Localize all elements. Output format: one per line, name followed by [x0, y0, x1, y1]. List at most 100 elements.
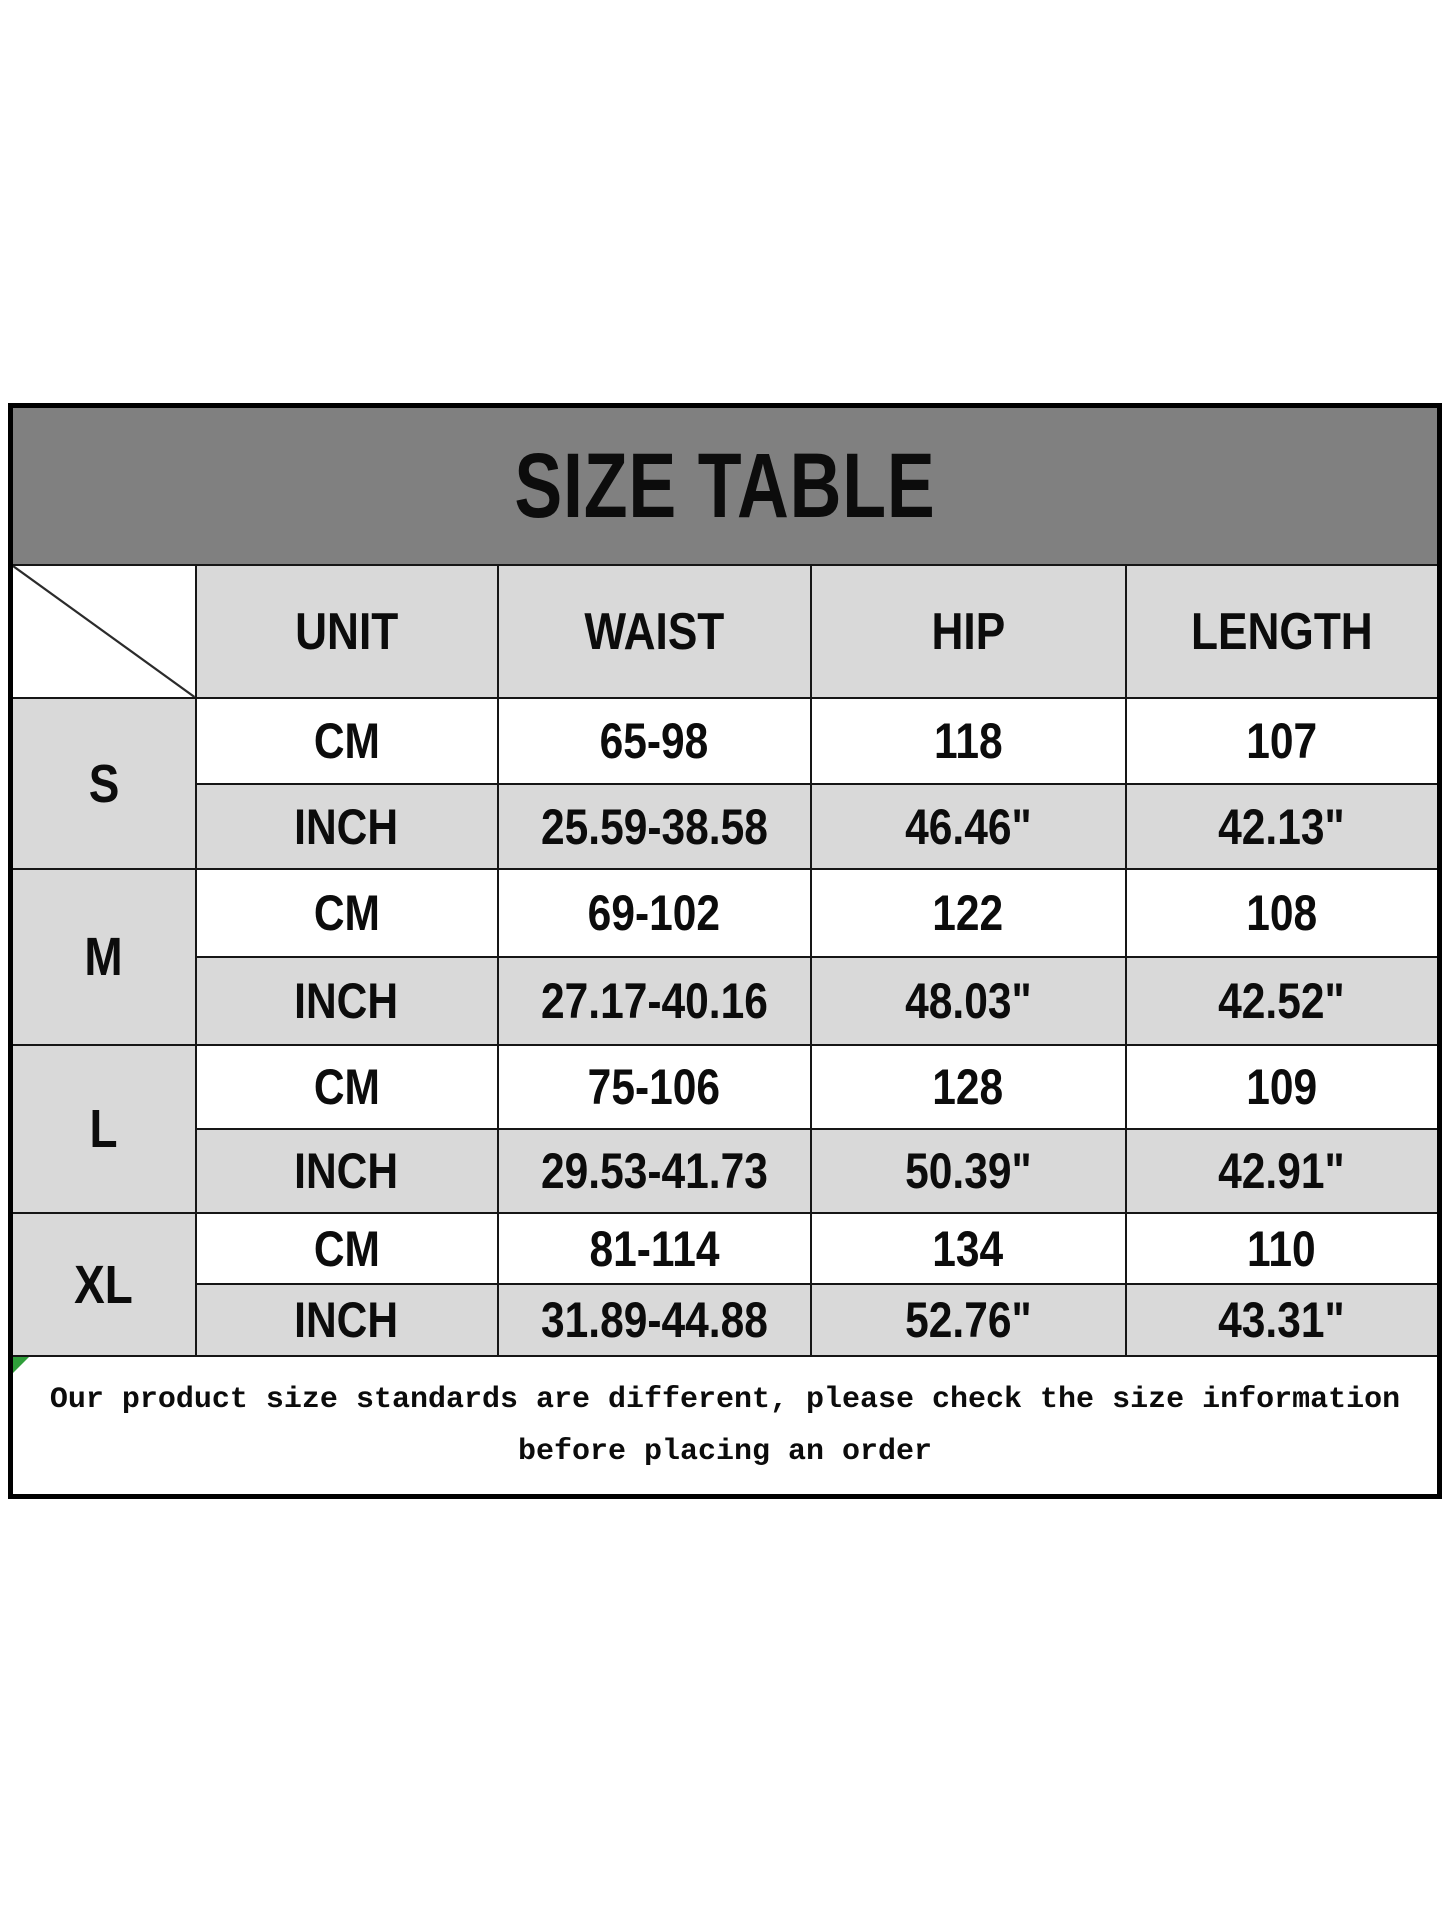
size-label-l: L [9, 1044, 197, 1214]
value-cell-xl-cm-length: 110 [1124, 1212, 1441, 1285]
table-row-l-inch: INCH 29.53-41.73 50.39" 42.91" [11, 1128, 1441, 1214]
value-text: 110 [1247, 1220, 1317, 1277]
value-text: 109 [1246, 1059, 1318, 1115]
column-header-waist: WAIST [496, 564, 812, 699]
value-text: 75-106 [587, 1059, 721, 1115]
value-text: 25.59-38.58 [540, 798, 768, 855]
cell-error-marker-icon [13, 1357, 29, 1373]
value-text: 81-114 [589, 1220, 719, 1277]
value-cell-m-inch-hip: 48.03" [809, 956, 1127, 1046]
corner-diagonal-cell [9, 564, 197, 699]
column-header-row: UNIT WAIST HIP LENGTH [9, 564, 1441, 699]
value-cell-s-cm-length: 107 [1124, 697, 1441, 785]
value-text: 46.46" [904, 798, 1032, 855]
value-cell-xl-cm-waist: 81-114 [496, 1212, 812, 1285]
value-text: 128 [932, 1059, 1004, 1115]
unit-cell: CM [194, 697, 499, 785]
value-text: 42.52" [1218, 973, 1346, 1029]
unit-cell-text: CM [313, 1220, 380, 1277]
value-text: 52.76" [904, 1292, 1032, 1348]
table-row-m-inch: INCH 27.17-40.16 48.03" 42.52" [11, 956, 1441, 1046]
unit-cell: CM [194, 1212, 499, 1285]
unit-cell: INCH [194, 956, 499, 1046]
value-cell-xl-inch-hip: 52.76" [809, 1283, 1127, 1357]
unit-cell-text: CM [313, 1059, 380, 1115]
note-line-1: Our product size standards are different… [49, 1382, 1401, 1417]
unit-cell: CM [194, 868, 499, 958]
size-label-xl: XL [9, 1212, 197, 1357]
size-label-m-text: M [84, 927, 123, 987]
size-table: SIZE TABLE UNIT WAIST HIP LENGTH [8, 403, 1443, 1499]
value-cell-m-cm-hip: 122 [809, 868, 1127, 958]
size-label-m: M [9, 868, 197, 1046]
value-text: 65-98 [599, 713, 709, 769]
unit-cell: INCH [194, 1283, 499, 1357]
value-cell-l-inch-hip: 50.39" [809, 1128, 1127, 1214]
table-title: SIZE TABLE [9, 404, 1441, 566]
value-text: 122 [932, 885, 1004, 941]
value-text: 118 [933, 713, 1003, 769]
unit-cell-text: INCH [294, 798, 399, 855]
value-cell-l-inch-waist: 29.53-41.73 [496, 1128, 812, 1214]
value-text: 31.89-44.88 [540, 1292, 768, 1348]
table-row-s-inch: INCH 25.59-38.58 46.46" 42.13" [11, 783, 1441, 870]
table-row-m-cm: M CM 69-102 122 108 [9, 868, 1441, 1046]
value-cell-l-cm-length: 109 [1124, 1044, 1441, 1130]
note-line-2: before placing an order [517, 1434, 933, 1469]
value-text: 29.53-41.73 [540, 1143, 768, 1199]
value-cell-m-cm-waist: 69-102 [496, 868, 812, 958]
unit-cell-text: CM [313, 713, 380, 769]
value-cell-xl-inch-waist: 31.89-44.88 [496, 1283, 812, 1357]
value-cell-s-cm-hip: 118 [809, 697, 1127, 785]
value-text: 42.91" [1218, 1143, 1346, 1199]
unit-cell-text: INCH [294, 973, 399, 1029]
table-title-text: SIZE TABLE [514, 434, 936, 537]
unit-cell: INCH [194, 1128, 499, 1214]
unit-cell-text: INCH [294, 1143, 399, 1199]
value-text: 108 [1246, 885, 1318, 941]
column-header-unit-label: UNIT [294, 602, 399, 661]
title-row: SIZE TABLE [9, 404, 1441, 566]
size-label-l-text: L [89, 1099, 118, 1159]
unit-cell: CM [194, 1044, 499, 1130]
size-label-s-text: S [88, 753, 120, 814]
column-header-length: LENGTH [1124, 564, 1441, 699]
table-row-xl-cm: XL CM 81-114 134 110 [9, 1212, 1441, 1357]
size-label-s: S [9, 697, 197, 870]
table-row-s-cm: S CM 65-98 118 107 [9, 697, 1441, 870]
value-text: 27.17-40.16 [540, 973, 768, 1029]
column-header-hip: HIP [809, 564, 1127, 699]
column-header-length-label: LENGTH [1190, 602, 1373, 661]
column-header-hip-label: HIP [931, 602, 1005, 661]
column-header-unit: UNIT [194, 564, 499, 699]
value-cell-l-cm-hip: 128 [809, 1044, 1127, 1130]
value-text: 43.31" [1218, 1292, 1346, 1348]
column-header-waist-label: WAIST [584, 602, 724, 661]
unit-cell-text: CM [313, 885, 380, 941]
table-row-xl-inch: INCH 31.89-44.88 52.76" 43.31" [11, 1283, 1441, 1357]
value-cell-l-cm-waist: 75-106 [496, 1044, 812, 1130]
unit-cell-text: INCH [294, 1292, 399, 1348]
value-cell-s-inch-hip: 46.46" [809, 783, 1127, 870]
diagonal-line-icon [13, 566, 195, 697]
value-text: 50.39" [904, 1143, 1032, 1199]
unit-cell: INCH [194, 783, 499, 870]
value-cell-m-inch-length: 42.52" [1124, 956, 1441, 1046]
value-cell-xl-inch-length: 43.31" [1124, 1283, 1441, 1357]
value-cell-s-inch-length: 42.13" [1124, 783, 1441, 870]
value-cell-s-cm-waist: 65-98 [496, 697, 812, 785]
value-cell-s-inch-waist: 25.59-38.58 [496, 783, 812, 870]
value-text: 134 [932, 1220, 1004, 1277]
value-cell-m-cm-length: 108 [1124, 868, 1441, 958]
value-text: 107 [1246, 713, 1318, 769]
value-cell-l-inch-length: 42.91" [1124, 1128, 1441, 1214]
table-row-l-cm: L CM 75-106 128 109 [9, 1044, 1441, 1214]
note-cell: Our product size standards are different… [9, 1355, 1441, 1498]
value-cell-m-inch-waist: 27.17-40.16 [496, 956, 812, 1046]
value-text: 42.13" [1218, 798, 1346, 855]
size-label-xl-text: XL [74, 1254, 134, 1315]
note-row: Our product size standards are different… [9, 1355, 1441, 1498]
value-text: 48.03" [904, 973, 1032, 1029]
value-cell-xl-cm-hip: 134 [809, 1212, 1127, 1285]
